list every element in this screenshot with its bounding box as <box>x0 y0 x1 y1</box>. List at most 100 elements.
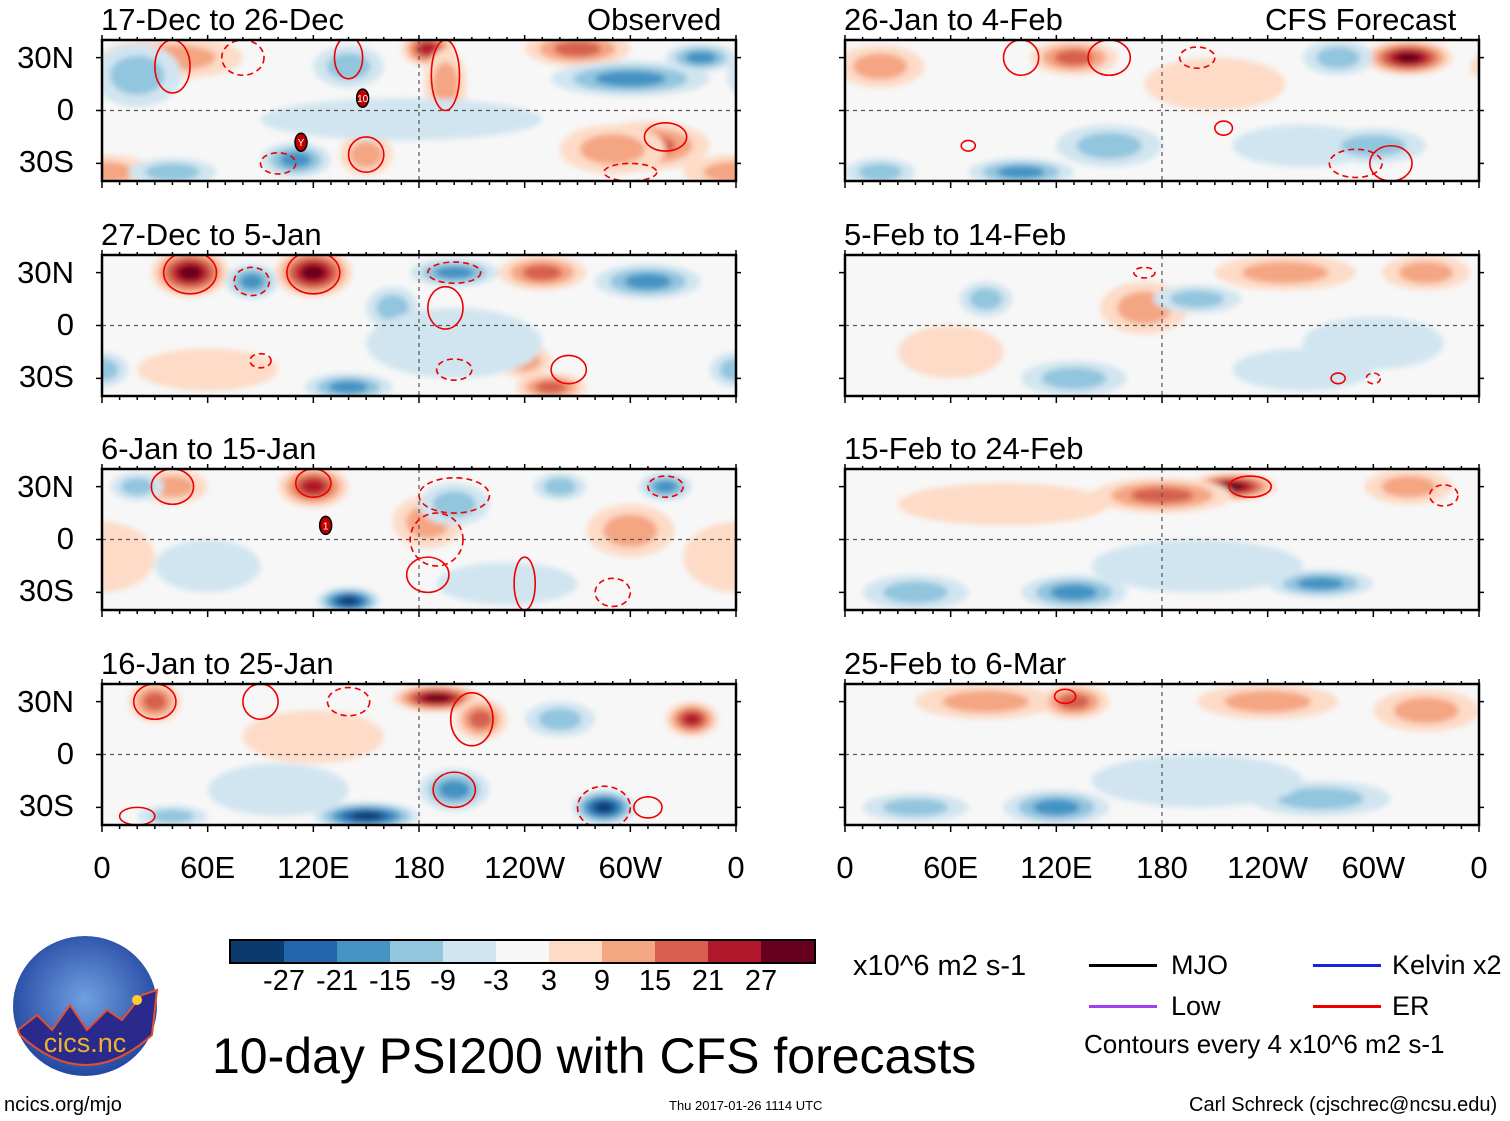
anomaly-shading <box>1041 367 1107 390</box>
er-contour <box>449 692 494 747</box>
anomaly-shading <box>1297 577 1344 590</box>
colorbar-swatch <box>655 941 708 962</box>
map-panel: 1 <box>96 464 741 617</box>
anomaly-shading <box>762 158 850 186</box>
anomaly-shading <box>682 713 702 726</box>
map-panel <box>96 679 741 832</box>
lon-label: 120E <box>1020 850 1093 885</box>
anomaly-shading <box>703 161 736 181</box>
anomaly-shading <box>748 255 836 290</box>
anomaly-shading <box>102 521 155 593</box>
er-contour <box>643 122 688 152</box>
anomaly-shading <box>754 49 795 65</box>
anomaly-shading <box>349 141 383 168</box>
logo-text: cics.nc <box>44 1028 127 1058</box>
anomaly-shading <box>154 539 261 593</box>
er-contour <box>430 40 461 112</box>
anomaly-shading <box>762 680 815 722</box>
anomaly-shading <box>1050 584 1098 601</box>
anomaly-shading <box>731 40 819 75</box>
er-contour <box>1087 40 1132 77</box>
anomaly-shading <box>897 325 1004 379</box>
er-contour <box>154 40 191 94</box>
er-contour <box>960 139 977 152</box>
panel-title: 6-Jan to 15-Jan <box>101 431 317 466</box>
anomaly-shading <box>543 477 577 496</box>
anomaly-shading <box>747 476 801 498</box>
er-contour <box>633 796 663 819</box>
er-contour <box>427 285 464 330</box>
anomaly-shading <box>376 294 409 321</box>
lon-label: 0 <box>1470 850 1488 885</box>
anomaly-shading <box>1091 754 1303 808</box>
lat-label: 30N <box>17 255 74 290</box>
anomaly-shading <box>745 473 798 501</box>
colorbar-tick-label: -27 <box>263 965 305 997</box>
anomaly-shading <box>942 690 1030 713</box>
anomaly-shading <box>1032 799 1080 816</box>
er-contour <box>1214 120 1234 136</box>
tropical-cyclone-icon: 10 <box>355 88 370 108</box>
anomaly-shading <box>366 307 543 379</box>
map-panel <box>839 464 1484 617</box>
er-contour <box>435 358 473 381</box>
panel-title: 16-Jan to 25-Jan <box>101 646 334 681</box>
anomaly-shading <box>468 709 493 729</box>
anomaly-shading <box>260 98 543 141</box>
contour-note: Contours every 4 x10^6 m2 s-1 <box>1084 1029 1445 1059</box>
colorbar-swatch <box>231 941 284 962</box>
anomaly-shading <box>1340 134 1406 157</box>
colorbar-swatch <box>337 941 390 962</box>
anomaly-shading <box>1170 290 1225 308</box>
anomaly-shading <box>1241 261 1329 284</box>
anomaly-shading <box>1091 539 1303 593</box>
er-contour <box>427 261 482 284</box>
anomaly-shading <box>1224 690 1312 713</box>
er-contour <box>326 686 371 717</box>
panel-title: 5-Feb to 14-Feb <box>844 217 1067 252</box>
lat-label: 30S <box>18 573 74 608</box>
legend-kelvin-label: Kelvin x2 <box>1392 950 1502 980</box>
anomaly-shading <box>1487 53 1510 79</box>
map-panel <box>839 679 1484 832</box>
lat-label: 30S <box>18 144 74 179</box>
anomaly-shading <box>595 70 666 87</box>
anomaly-shading <box>771 469 841 504</box>
er-contour <box>513 556 537 610</box>
anomaly-shading <box>653 480 678 493</box>
anomaly-shading <box>143 692 167 712</box>
legend-low-label: Low <box>1171 991 1221 1021</box>
anomaly-shading <box>580 134 646 165</box>
anomaly-shading <box>1381 475 1436 498</box>
map-panel: 10 Y <box>96 35 741 188</box>
lon-label: 120W <box>484 850 566 885</box>
lat-label: 0 <box>56 92 74 127</box>
er-contour <box>1053 688 1077 705</box>
anomaly-shading <box>746 46 803 69</box>
anomaly-shading <box>897 483 1110 526</box>
colorbar-swatch <box>602 941 655 962</box>
er-contour <box>603 162 658 181</box>
anomaly-shading <box>120 477 154 496</box>
er-contour <box>1330 372 1346 385</box>
anomaly-shading <box>438 780 470 800</box>
anomaly-shading <box>326 53 371 80</box>
storm-label: 1 <box>323 521 329 532</box>
anomaly-shading <box>1497 575 1510 610</box>
er-contour <box>432 771 477 809</box>
anomaly-shading <box>351 812 382 821</box>
anomaly-shading <box>858 163 902 181</box>
lat-label: 30N <box>17 469 74 504</box>
anomaly-shading <box>535 380 567 394</box>
colorbar-tick-label: 9 <box>593 965 611 997</box>
anomaly-shading <box>302 265 325 280</box>
anomaly-shading <box>0 790 2 825</box>
panel-title: 17-Dec to 26-Dec <box>101 2 344 37</box>
storm-label: 10 <box>357 94 369 105</box>
website-link[interactable]: ncics.org/mjo <box>4 1094 122 1116</box>
colorbar-swatch <box>496 941 549 962</box>
anomaly-shading <box>882 798 948 817</box>
legend-low-line <box>1089 1005 1157 1008</box>
observed-label: Observed <box>587 2 722 37</box>
anomaly-shading <box>997 165 1045 179</box>
